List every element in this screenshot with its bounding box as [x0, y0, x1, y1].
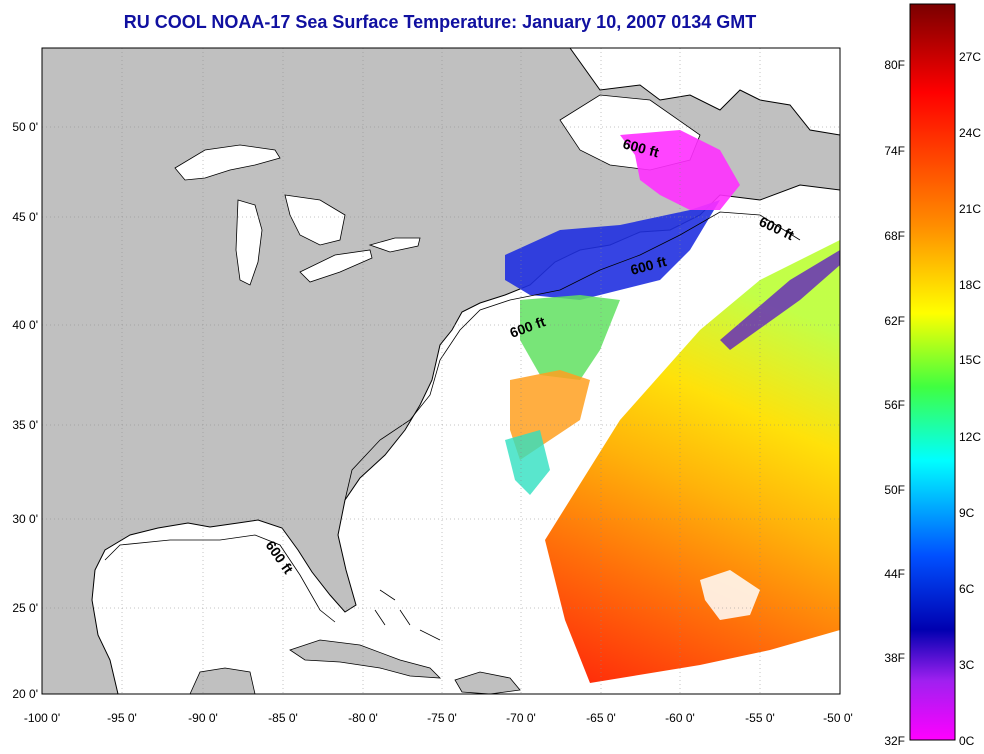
colorbar-fahrenheit-labels: 80F 74F 68F 62F 56F 50F 44F 38F 32F [884, 58, 905, 748]
colorbar-f-label: 74F [884, 144, 905, 158]
lon-tick-label: -100 0' [24, 711, 60, 725]
temperature-colorbar [909, 3, 956, 741]
lat-tick-label: 20 0' [12, 687, 38, 701]
lat-tick-label: 50 0' [12, 120, 38, 134]
colorbar-celsius-labels: 27C 24C 21C 18C 15C 12C 9C 6C 3C 0C [959, 50, 981, 748]
map-graticule [42, 48, 840, 694]
lat-tick-label: 40 0' [12, 318, 38, 332]
longitude-axis: -100 0' -95 0' -90 0' -85 0' -80 0' -75 … [24, 711, 853, 725]
sst-swath-north [505, 200, 720, 300]
colorbar-f-label: 68F [884, 229, 905, 243]
lake-erie [299, 249, 373, 283]
colorbar-c-label: 27C [959, 50, 981, 64]
lat-tick-label: 45 0' [12, 210, 38, 224]
isobath-600ft [104, 211, 801, 623]
sst-teal-patch [505, 430, 550, 495]
lat-tick-label: 25 0' [12, 601, 38, 615]
bahamas-islands [374, 589, 441, 641]
lake-huron [284, 194, 346, 246]
cuba-land [289, 639, 442, 679]
lon-tick-label: -60 0' [665, 711, 695, 725]
yucatan-land [189, 667, 256, 694]
lon-tick-label: -75 0' [427, 711, 457, 725]
lon-tick-label: -70 0' [506, 711, 536, 725]
lon-tick-label: -50 0' [823, 711, 853, 725]
colorbar-c-label: 12C [959, 430, 981, 444]
lon-tick-label: -85 0' [268, 711, 298, 725]
sst-swath-south [545, 240, 840, 683]
colorbar-f-label: 56F [884, 398, 905, 412]
lon-tick-label: -90 0' [188, 711, 218, 725]
lon-tick-label: -55 0' [745, 711, 775, 725]
colorbar-f-label: 38F [884, 651, 905, 665]
colorbar-f-label: 32F [884, 734, 905, 748]
colorbar-c-label: 0C [959, 734, 975, 748]
lon-tick-label: -65 0' [586, 711, 616, 725]
colorbar-c-label: 21C [959, 202, 981, 216]
lat-tick-label: 30 0' [12, 512, 38, 526]
lat-tick-label: 35 0' [12, 418, 38, 432]
map-frame [41, 47, 841, 695]
lake-ontario [368, 237, 421, 253]
colorbar-f-label: 50F [884, 483, 905, 497]
lon-tick-label: -80 0' [348, 711, 378, 725]
hispaniola-land [454, 671, 521, 694]
latitude-axis: 50 0' 45 0' 40 0' 35 0' 30 0' 25 0' 20 0… [12, 120, 38, 701]
lake-superior [174, 144, 281, 181]
lon-tick-label: -95 0' [107, 711, 137, 725]
lake-michigan [235, 199, 263, 286]
map-title: RU COOL NOAA-17 Sea Surface Temperature:… [123, 12, 757, 32]
sst-cloud-patch [700, 570, 760, 620]
colorbar-c-label: 18C [959, 278, 981, 292]
colorbar-c-label: 9C [959, 506, 975, 520]
sst-magenta-patch [620, 130, 740, 210]
colorbar-f-label: 44F [884, 567, 905, 581]
colorbar-c-label: 3C [959, 658, 975, 672]
colorbar-c-label: 24C [959, 126, 981, 140]
colorbar-f-label: 80F [884, 58, 905, 72]
colorbar-f-label: 62F [884, 314, 905, 328]
colorbar-c-label: 6C [959, 582, 975, 596]
colorbar-c-label: 15C [959, 353, 981, 367]
sst-midatlantic [520, 295, 620, 380]
